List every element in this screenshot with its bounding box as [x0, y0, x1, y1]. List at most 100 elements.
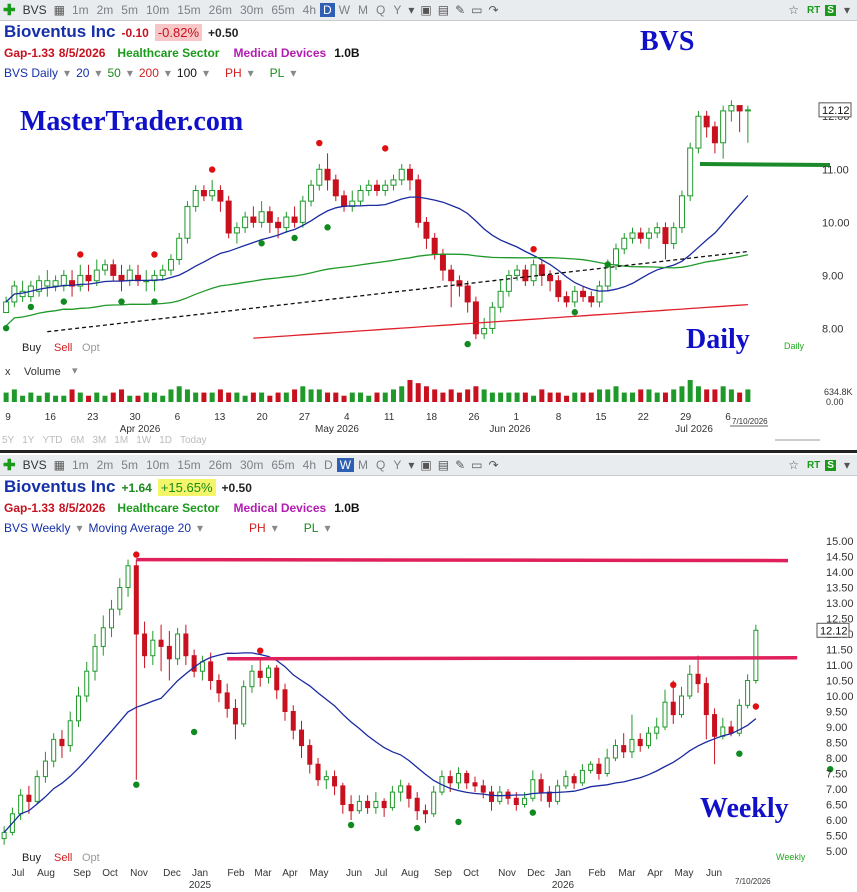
zoom-6m[interactable]: 6M — [70, 435, 85, 446]
draw-tool-icon[interactable]: ✎ — [455, 458, 466, 472]
zoom-3m[interactable]: 3M — [92, 435, 107, 446]
volume-bar — [36, 395, 42, 402]
period-w[interactable]: W — [338, 3, 351, 17]
period-30m[interactable]: 30m — [239, 3, 264, 17]
compare-icon[interactable]: ▭ — [471, 458, 483, 472]
info-row: Gap-1.33 8/5/2026 Healthcare Sector Medi… — [4, 46, 360, 60]
period-q[interactable]: Q — [376, 3, 386, 17]
period-4h[interactable]: 4h — [302, 3, 317, 17]
scan-button[interactable]: S — [825, 459, 836, 471]
period-5m[interactable]: 5m — [121, 458, 138, 472]
zoom-5y[interactable]: 5Y — [2, 435, 15, 446]
dropdown-arrow-icon[interactable]: ▾ — [408, 3, 415, 17]
pivot-low-setting[interactable]: PL — [303, 521, 319, 535]
ma-setting[interactable]: Moving Average 20 — [88, 521, 192, 535]
period-2m[interactable]: 2m — [96, 3, 114, 17]
candle-body — [439, 776, 445, 793]
period-1m[interactable]: 1m — [71, 3, 89, 17]
realtime-toggle[interactable]: RT — [806, 459, 821, 471]
period-watermark: Weekly — [700, 793, 789, 824]
star-icon[interactable]: ☆ — [788, 3, 799, 17]
period-5m[interactable]: 5m — [121, 3, 138, 17]
last-price-badge — [816, 622, 850, 638]
period-65m[interactable]: 65m — [271, 3, 295, 17]
period-10m[interactable]: 10m — [145, 458, 170, 472]
zoom-ytd[interactable]: YTD — [42, 435, 63, 446]
add-chart-icon[interactable]: ✚ — [3, 457, 16, 474]
period-15m[interactable]: 15m — [177, 3, 201, 17]
period-d[interactable]: D — [324, 458, 333, 472]
zoom-1y[interactable]: 1Y — [22, 435, 35, 446]
star-icon[interactable]: ☆ — [788, 458, 799, 472]
sector-link[interactable]: Healthcare Sector — [117, 46, 220, 60]
share-icon[interactable]: ↷ — [488, 458, 499, 472]
symbol-field[interactable]: BVS — [22, 458, 47, 472]
period-y[interactable]: Y — [393, 458, 402, 472]
volume-bar — [201, 392, 207, 402]
period-2m[interactable]: 2m — [96, 458, 114, 472]
period-w[interactable]: W — [336, 458, 355, 472]
period-30m[interactable]: 30m — [239, 458, 264, 472]
zoom-1w[interactable]: 1W — [136, 435, 152, 446]
x-tick-label: Sep — [434, 868, 452, 879]
share-icon[interactable]: ↷ — [488, 3, 499, 17]
period-65m[interactable]: 65m — [271, 458, 295, 472]
zoom-today[interactable]: Today — [179, 435, 207, 446]
sell-button[interactable]: Sell — [54, 852, 73, 864]
chart-settings-menu[interactable]: BVS Daily — [4, 66, 59, 80]
period-m[interactable]: M — [358, 3, 369, 17]
dropdown-arrow-icon[interactable]: ▾ — [408, 458, 415, 472]
ma50-setting[interactable]: 50 — [107, 66, 121, 80]
industry-link[interactable]: Medical Devices — [233, 46, 327, 60]
volume-close[interactable]: x — [5, 366, 11, 378]
symbol-field[interactable]: BVS — [22, 3, 47, 17]
industry-link[interactable]: Medical Devices — [233, 501, 327, 515]
zoom-1m[interactable]: 1M — [114, 435, 129, 446]
volume-bar — [473, 386, 479, 402]
period-10m[interactable]: 10m — [145, 3, 170, 17]
template-icon[interactable]: ▣ — [420, 458, 432, 472]
ma20-setting[interactable]: 20 — [76, 66, 90, 80]
zoom-1d[interactable]: 1D — [159, 435, 172, 446]
candle-body — [464, 773, 470, 784]
period-d[interactable]: D — [320, 3, 335, 17]
symbol-list-icon[interactable]: ▦ — [53, 3, 65, 17]
buy-button[interactable]: Buy — [22, 342, 41, 354]
template-icon[interactable]: ▣ — [420, 3, 432, 17]
pivot-high-setting[interactable]: PH — [249, 521, 266, 535]
period-1m[interactable]: 1m — [71, 458, 89, 472]
sell-button[interactable]: Sell — [54, 342, 73, 354]
indicator-icon[interactable]: ▤ — [437, 3, 450, 17]
period-26m[interactable]: 26m — [208, 3, 232, 17]
pivot-high-setting[interactable]: PH — [224, 66, 242, 80]
volume-dropdown-icon[interactable]: ▾ — [72, 365, 78, 377]
ma100-setting[interactable]: 100 — [176, 66, 197, 80]
quote-header: Bioventus Inc +1.64 +15.65% +0.50 — [4, 477, 252, 497]
compare-icon[interactable]: ▭ — [471, 3, 483, 17]
settings-icon[interactable]: ▾ — [843, 458, 850, 472]
symbol-list-icon[interactable]: ▦ — [53, 458, 65, 472]
sector-link[interactable]: Healthcare Sector — [117, 501, 220, 515]
period-15m[interactable]: 15m — [177, 458, 201, 472]
settings-icon[interactable]: ▾ — [843, 3, 850, 17]
period-q[interactable]: Q — [376, 458, 386, 472]
period-m[interactable]: M — [358, 458, 369, 472]
volume-bar — [531, 395, 537, 402]
scan-button[interactable]: S — [825, 4, 836, 16]
options-button[interactable]: Opt — [82, 852, 100, 864]
indicator-icon[interactable]: ▤ — [437, 458, 450, 472]
options-button[interactable]: Opt — [82, 342, 100, 354]
period-4h[interactable]: 4h — [302, 458, 317, 472]
chart-settings-menu[interactable]: BVS Weekly — [4, 521, 71, 535]
ma200-setting[interactable]: 200 — [138, 66, 159, 80]
candle-body — [745, 680, 751, 706]
candle-body — [728, 726, 734, 734]
period-y[interactable]: Y — [393, 3, 402, 17]
draw-tool-icon[interactable]: ✎ — [455, 3, 466, 17]
add-chart-icon[interactable]: ✚ — [3, 2, 16, 19]
buy-button[interactable]: Buy — [22, 852, 41, 864]
realtime-toggle[interactable]: RT — [806, 4, 821, 16]
pivot-high-dot — [257, 647, 264, 654]
period-26m[interactable]: 26m — [208, 458, 232, 472]
pivot-low-setting[interactable]: PL — [269, 66, 285, 80]
